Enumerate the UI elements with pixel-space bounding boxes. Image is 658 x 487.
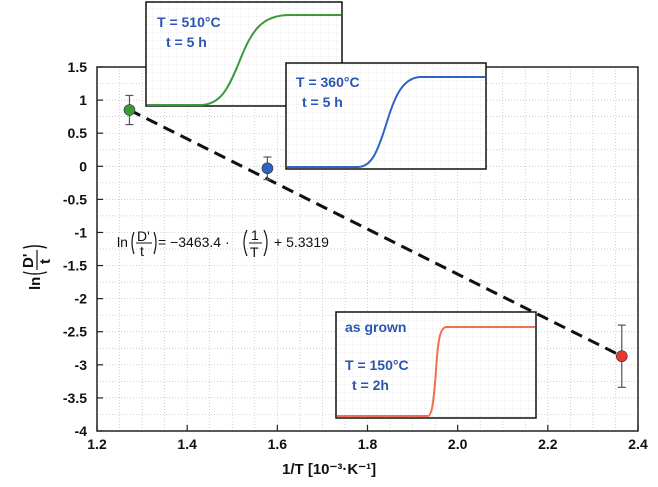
x-tick-label: 1.4 xyxy=(177,436,197,452)
data-point xyxy=(615,350,628,363)
y-tick-label: -2 xyxy=(75,291,88,307)
equation-rhs2: + 5.3319 xyxy=(274,234,329,250)
inset-360c: T = 360°C t = 5 h xyxy=(285,62,487,170)
inset-360c-curve xyxy=(287,76,485,168)
x-tick-label: 1.8 xyxy=(358,436,378,452)
inset-150c-label: as grown xyxy=(345,319,406,335)
equation-frac-num: 1 xyxy=(251,227,259,243)
y-tick-label: 0.5 xyxy=(68,125,88,141)
x-axis-label: 1/T [10⁻³·K⁻¹] xyxy=(282,461,376,478)
data-points xyxy=(123,94,628,388)
equation-paren-left xyxy=(131,231,135,255)
inset-360c-temp: T = 360°C xyxy=(296,74,360,90)
y-tick-label: -1.5 xyxy=(63,258,87,274)
y-tick-label: -4 xyxy=(75,423,88,439)
y-axis-label-den: t xyxy=(37,259,54,264)
y-tick-label: -0.5 xyxy=(63,191,87,207)
inset-510c-curve xyxy=(147,14,341,106)
x-tick-label: 1.2 xyxy=(87,436,107,452)
y-axis-label-num: D' xyxy=(20,254,37,268)
equation-paren2-left xyxy=(243,229,248,257)
equation-frac-den: T xyxy=(250,244,259,260)
fit-equation: ln D' t = −3463.4 · 1 T + 5.3319 xyxy=(117,227,329,260)
y-tick-label: 0 xyxy=(79,158,87,174)
inset-360c-grid xyxy=(287,64,485,168)
equation-paren2-right xyxy=(263,229,268,257)
equation-rhs1: = −3463.4 · xyxy=(158,234,230,250)
equation-paren-right xyxy=(153,231,157,255)
equation-ln: ln xyxy=(117,234,128,250)
y-axis-label-paren-left xyxy=(22,271,48,275)
x-tick-label: 2.4 xyxy=(628,436,648,452)
y-axis-label-paren-right xyxy=(22,245,48,249)
y-tick-label: -1 xyxy=(75,224,88,240)
y-tick-label: 1 xyxy=(79,92,87,108)
inset-150c-time: t = 2h xyxy=(352,377,389,393)
inset-360c-time: t = 5 h xyxy=(302,94,343,110)
inset-510c-time: t = 5 h xyxy=(166,34,207,50)
y-tick-label: -2.5 xyxy=(63,324,87,340)
y-axis-label-ln: ln xyxy=(27,277,44,290)
inset-150c-curve xyxy=(337,326,535,417)
x-tick-label: 2.2 xyxy=(538,436,558,452)
x-tick-labels: 1.2 1.4 1.6 1.8 2.0 2.2 2.4 xyxy=(87,436,648,452)
equation-lhs-num: D' xyxy=(137,228,150,244)
y-tick-label: 1.5 xyxy=(68,59,88,75)
inset-150c-temp: T = 150°C xyxy=(345,357,409,373)
x-tick-label: 1.6 xyxy=(268,436,288,452)
y-tick-label: -3.5 xyxy=(63,390,87,406)
inset-150c: as grown T = 150°C t = 2h xyxy=(335,311,537,419)
fit-line xyxy=(128,108,623,358)
axis-ticks xyxy=(96,66,639,432)
x-tick-label: 2.0 xyxy=(448,436,468,452)
data-point xyxy=(123,104,136,116)
inset-510c-temp: T = 510°C xyxy=(157,14,221,30)
equation-lhs-den: t xyxy=(140,243,144,259)
y-tick-labels: 1.5 1 0.5 0 -0.5 -1 -1.5 -2 -2.5 -3 -3.5 -4 xyxy=(63,59,87,439)
data-point xyxy=(261,162,274,175)
y-tick-label: -3 xyxy=(75,357,88,373)
y-axis-label: ln D' t xyxy=(20,245,54,290)
